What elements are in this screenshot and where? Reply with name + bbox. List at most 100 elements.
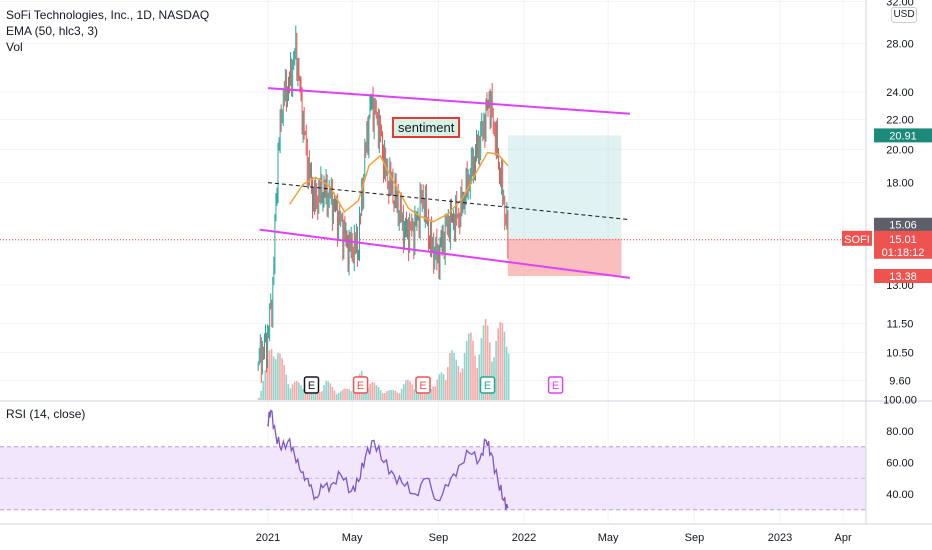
long-position-tool[interactable]: [0, 135, 866, 276]
volume-bar: [323, 385, 325, 400]
earnings-marker-label[interactable]: E: [552, 380, 559, 392]
volume-bar: [447, 367, 449, 400]
volume-bar: [285, 374, 288, 400]
currency-button[interactable]: USD: [891, 7, 917, 23]
volume-bar: [415, 387, 418, 400]
ema-legend[interactable]: EMA (50, hlc3, 3): [6, 24, 99, 38]
y-tick-label: 18.00: [886, 178, 914, 190]
volume-bar: [272, 356, 275, 400]
earnings-marker-label[interactable]: E: [357, 380, 364, 392]
rsi-legend[interactable]: RSI (14, close): [6, 407, 86, 421]
earnings-marker-box[interactable]: [479, 376, 496, 394]
volume-bar: [451, 350, 453, 400]
volume-bar: [478, 354, 481, 400]
earnings-marker-label[interactable]: E: [419, 380, 426, 392]
earnings-marker-box[interactable]: [352, 376, 369, 394]
volume-bar: [503, 331, 506, 400]
volume-bar: [377, 387, 380, 400]
volume-bar: [434, 386, 437, 400]
volume-bar: [283, 365, 285, 400]
volume-bar: [260, 390, 262, 400]
volume-bar: [484, 319, 487, 400]
volume-bar: [476, 367, 478, 400]
volume-bar: [314, 390, 317, 400]
volume-bar: [386, 391, 388, 400]
volume-legend[interactable]: Vol: [6, 40, 23, 54]
y-tick-label: 28.00: [886, 38, 914, 50]
volume-bar: [455, 359, 458, 400]
volume-bar: [312, 388, 315, 400]
volume-bar: [442, 374, 445, 400]
volume-bar: [392, 389, 395, 400]
volume-bar: [405, 380, 407, 400]
volume-bar: [381, 393, 384, 400]
channel-lines[interactable]: [259, 87, 631, 279]
rsi-y-tick-label: 80.00: [886, 426, 914, 438]
ema-line: [289, 151, 509, 223]
rsi-line: [266, 409, 509, 511]
volume-bar: [398, 393, 401, 400]
channel-upper-line[interactable]: [267, 87, 630, 115]
earnings-marker-label[interactable]: E: [308, 380, 315, 392]
stop-badge-bg: [874, 268, 932, 283]
volume-bar: [375, 385, 378, 400]
volume-bar: [319, 391, 321, 400]
volume-bar: [342, 389, 344, 400]
sentiment-annotation[interactable]: sentiment: [392, 117, 461, 138]
entry-badge: 15.06: [874, 217, 932, 232]
y-tick-label: 13.00: [886, 280, 914, 292]
y-tick-label: 9.60: [889, 376, 910, 388]
y-tick-label: 10.50: [886, 347, 914, 359]
stop-zone: [507, 238, 622, 276]
price-bars: [257, 25, 509, 383]
earnings-marker[interactable]: E: [415, 376, 431, 394]
rsi-y-tick-label: 40.00: [886, 489, 914, 501]
x-tick-label: May: [342, 532, 363, 544]
volume-bar: [371, 382, 374, 400]
volume-bar: [367, 388, 369, 400]
earnings-marker-label[interactable]: E: [484, 380, 491, 392]
volume-bar: [486, 325, 489, 400]
volume-bar: [388, 390, 390, 400]
channel-lower-line[interactable]: [259, 228, 631, 279]
volume-bar: [331, 386, 334, 400]
volume-bar: [346, 388, 348, 400]
stop-badge-text: 13.38: [889, 271, 917, 283]
volume-bar: [281, 358, 283, 400]
x-tick-label: May: [598, 532, 619, 544]
earnings-marker[interactable]: E: [352, 376, 369, 394]
volume-bar: [499, 321, 502, 400]
volume-bar: [335, 394, 338, 400]
volume-bar: [277, 352, 279, 400]
earnings-marker[interactable]: E: [303, 376, 320, 394]
rsi-y-tick-label: 100.00: [883, 395, 917, 407]
volume-bar: [287, 384, 290, 400]
y-tick-label: 22.00: [886, 114, 914, 126]
earnings-marker-box[interactable]: [303, 376, 320, 394]
volume-bar: [369, 383, 371, 400]
volume-bar: [465, 341, 468, 400]
volume-bar: [300, 385, 302, 400]
volume-bar: [295, 381, 298, 400]
volume-bar: [302, 389, 304, 400]
earnings-marker-box[interactable]: [547, 376, 564, 394]
volume-bar: [488, 342, 491, 400]
volume-bar: [402, 384, 405, 400]
volume-bar: [444, 380, 447, 400]
x-tick-label: 2021: [256, 532, 280, 544]
earnings-marker-box[interactable]: [415, 376, 431, 394]
volume-bar: [463, 353, 466, 400]
volume-bar: [321, 391, 323, 400]
channel-mid-line[interactable]: [267, 182, 630, 221]
volume-bar: [298, 382, 300, 400]
entry-badge-text: 15.06: [889, 220, 917, 232]
volume-bar: [304, 392, 306, 400]
y-tick-label: 24.00: [886, 87, 914, 99]
earnings-marker[interactable]: E: [547, 376, 564, 394]
earnings-marker[interactable]: E: [479, 376, 496, 394]
volume-bar: [470, 332, 472, 400]
volume-bar: [308, 389, 311, 400]
